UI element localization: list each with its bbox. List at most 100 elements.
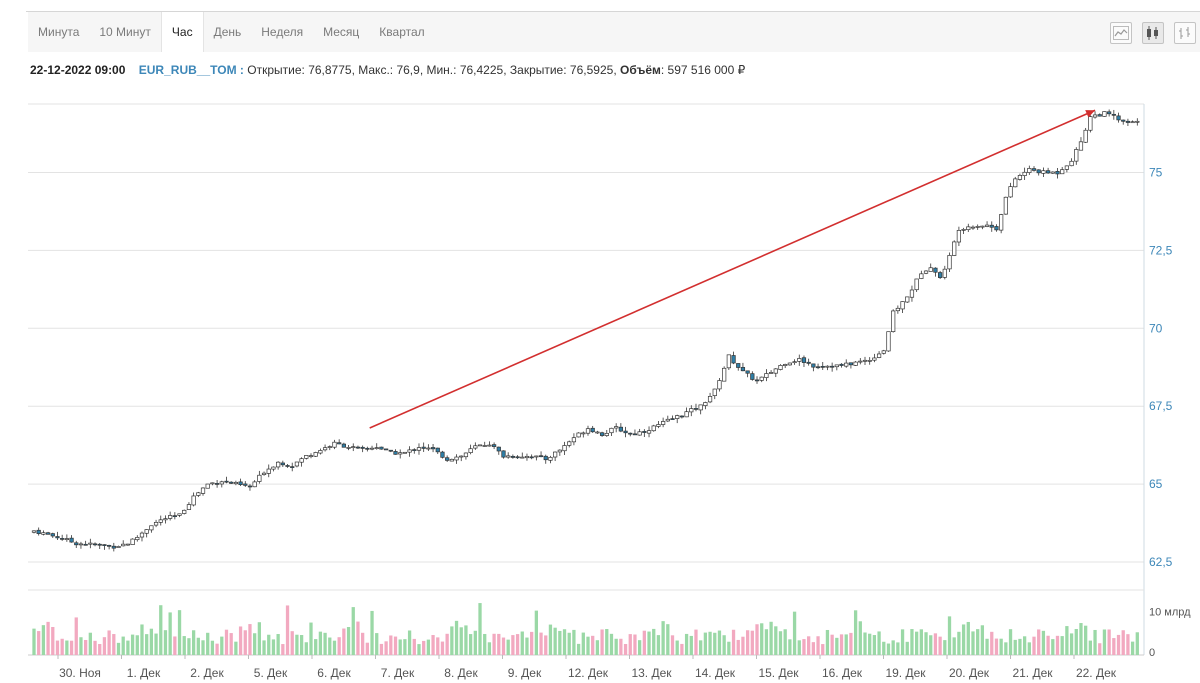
candle-body — [722, 367, 727, 382]
candle-body — [919, 273, 924, 279]
bar-chart-button[interactable] — [1174, 22, 1196, 44]
candle-body — [768, 372, 774, 374]
volume-bar — [623, 643, 628, 655]
candle-body — [332, 441, 337, 448]
candle-body — [463, 452, 469, 458]
volume-bar — [177, 610, 182, 655]
tab-month[interactable]: Месяц — [323, 25, 360, 39]
volume-bar — [891, 640, 895, 655]
candlestick-chart-icon — [1147, 26, 1158, 40]
volume-bar — [32, 628, 36, 655]
volume-bar — [1055, 635, 1060, 655]
tab-day[interactable]: День — [213, 25, 242, 39]
candle-body — [862, 359, 868, 362]
x-tick-label: 30. Ноя — [59, 666, 101, 680]
volume-bar — [497, 633, 501, 655]
volume-bar — [417, 644, 421, 655]
candle-body — [938, 272, 943, 278]
volume-bar — [900, 629, 905, 655]
volume-bar — [238, 626, 243, 655]
volume-bar — [576, 643, 581, 655]
candle-body — [792, 361, 797, 364]
line-chart-button[interactable] — [1110, 22, 1132, 44]
candle-body — [731, 355, 736, 364]
candle-body — [867, 360, 872, 362]
x-tick-label: 9. Дек — [508, 666, 542, 680]
tab-10-minutes[interactable]: 10 Минут — [99, 25, 151, 39]
volume-bar — [511, 635, 515, 655]
volume-bar — [684, 633, 689, 655]
tab-quarter[interactable]: Квартал — [379, 25, 425, 39]
volume-bar — [1041, 630, 1046, 655]
volume-bar — [966, 621, 970, 655]
candle-body — [989, 224, 994, 228]
volume-bar — [572, 629, 576, 655]
candle-body — [50, 533, 55, 537]
candle-body — [947, 255, 952, 270]
volume-bar — [487, 642, 492, 655]
candle-body — [553, 451, 558, 458]
volume-bar — [318, 631, 323, 655]
candlestick-chart-button[interactable] — [1142, 22, 1164, 44]
candle-body — [520, 456, 525, 459]
volume-bar — [591, 635, 595, 655]
candle-body — [543, 455, 548, 461]
candle-body — [210, 482, 215, 485]
volume-bar — [149, 628, 154, 655]
volume-bar — [234, 641, 238, 655]
candle-body — [999, 214, 1004, 231]
volume-bar — [924, 632, 928, 655]
candle-body — [773, 368, 778, 374]
chart-type-toolbar — [1110, 22, 1196, 44]
volume-bar — [849, 632, 853, 655]
volume-bar — [750, 630, 754, 655]
volume-bar — [515, 634, 520, 655]
volume-bar — [802, 639, 806, 655]
volume-bar — [140, 624, 144, 655]
volume-bar — [886, 643, 891, 655]
volume-bar — [656, 635, 661, 655]
volume-bar — [1051, 639, 1055, 655]
volume-bar — [539, 632, 543, 655]
candle-body — [121, 543, 126, 547]
volume-bar — [422, 640, 426, 655]
volume-bar — [187, 638, 191, 655]
candle-body — [759, 376, 764, 381]
candle-body — [853, 361, 858, 366]
volume-bar — [445, 633, 449, 655]
volume-bar — [41, 625, 46, 655]
volume-bar — [670, 635, 675, 655]
volume-bar — [1018, 638, 1022, 655]
candle-body — [1130, 121, 1135, 124]
volume-bar — [1093, 629, 1097, 655]
volume-bar — [102, 637, 107, 655]
candle-body — [632, 433, 638, 436]
candle-body — [1107, 111, 1112, 115]
tab-hour[interactable]: Час — [160, 12, 204, 52]
candle-body — [299, 458, 304, 463]
candle-body — [670, 418, 675, 420]
candle-body — [595, 431, 600, 434]
volume-bar — [389, 635, 393, 655]
candle-body — [1097, 114, 1102, 117]
volume-bar — [403, 639, 407, 655]
candle-body — [529, 456, 534, 459]
candle-body — [623, 430, 628, 434]
candle-body — [276, 461, 281, 468]
volume-bar — [1074, 628, 1078, 655]
candle-body — [412, 449, 417, 451]
volume-bar — [699, 640, 703, 655]
volume-bar — [1084, 625, 1088, 655]
tab-minute[interactable]: Минута — [38, 25, 80, 39]
tab-week[interactable]: Неделя — [261, 25, 304, 39]
candle-body — [1041, 170, 1046, 174]
candle-body — [393, 451, 398, 455]
volume-bar — [342, 628, 346, 655]
volume-bar — [37, 631, 41, 655]
candle-body — [111, 545, 116, 549]
volume-bar — [595, 640, 600, 655]
candle-body — [651, 425, 656, 432]
volume-bar — [407, 630, 412, 655]
volume-bar — [835, 637, 839, 655]
